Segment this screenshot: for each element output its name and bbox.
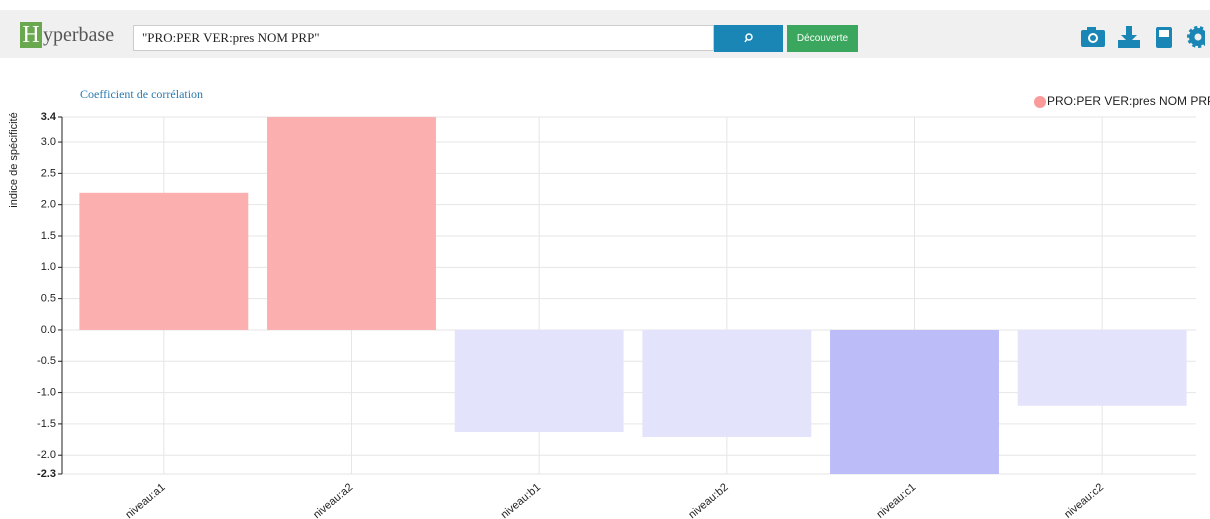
x-tick-label: niveau:b2 (686, 481, 730, 519)
y-tick-label: 1.0 (41, 261, 56, 273)
x-tick-label: niveau:b1 (499, 481, 543, 519)
logo-letter: H (20, 22, 42, 48)
settings-icon[interactable] (1187, 26, 1205, 48)
search-button[interactable] (714, 25, 783, 52)
y-tick-label: 2.5 (41, 167, 56, 179)
bar (454, 329, 624, 433)
chart-title: Coefficient de corrélation (80, 87, 203, 101)
y-tick-label: 1.5 (41, 230, 56, 242)
discover-button[interactable]: Découverte (787, 25, 858, 52)
bar (79, 192, 249, 330)
download-icon[interactable] (1118, 26, 1140, 48)
chart: Coefficient de corrélation indice de spé… (8, 87, 1210, 519)
y-axis-label: indice de spécificité (8, 112, 20, 207)
legend-marker (1034, 96, 1046, 108)
x-tick-label: niveau:a1 (123, 481, 167, 519)
x-tick-label: niveau:c2 (1062, 481, 1106, 519)
bar (830, 329, 999, 474)
toolbar-icons (1081, 26, 1205, 48)
y-tick-label: 0.5 (41, 293, 56, 305)
bar (267, 117, 436, 330)
x-tick-label: niveau:c1 (875, 481, 919, 519)
y-tick-label: -2.3 (37, 468, 56, 480)
search-input[interactable]: "PRO:PER VER:pres NOM PRP" (133, 25, 714, 51)
bar (1017, 329, 1187, 406)
search-icon (744, 33, 753, 43)
y-tick-label: -1.5 (37, 418, 56, 430)
calculator-icon[interactable] (1156, 27, 1172, 48)
y-tick-label: 3.0 (41, 136, 56, 148)
y-tick-label: -2.0 (37, 449, 56, 461)
bar (642, 329, 812, 438)
x-tick-label: niveau:a2 (311, 481, 355, 519)
y-tick-label: -0.5 (37, 355, 56, 367)
y-tick-label: 0.0 (41, 324, 56, 336)
y-tick-label: 3.4 (41, 111, 57, 123)
legend-label: PRO:PER VER:pres NOM PRP (1047, 94, 1210, 108)
camera-icon[interactable] (1081, 27, 1105, 47)
y-tick-label: -1.0 (37, 386, 56, 398)
logo-text: yperbase (43, 23, 115, 46)
y-tick-label: 2.0 (41, 199, 56, 211)
